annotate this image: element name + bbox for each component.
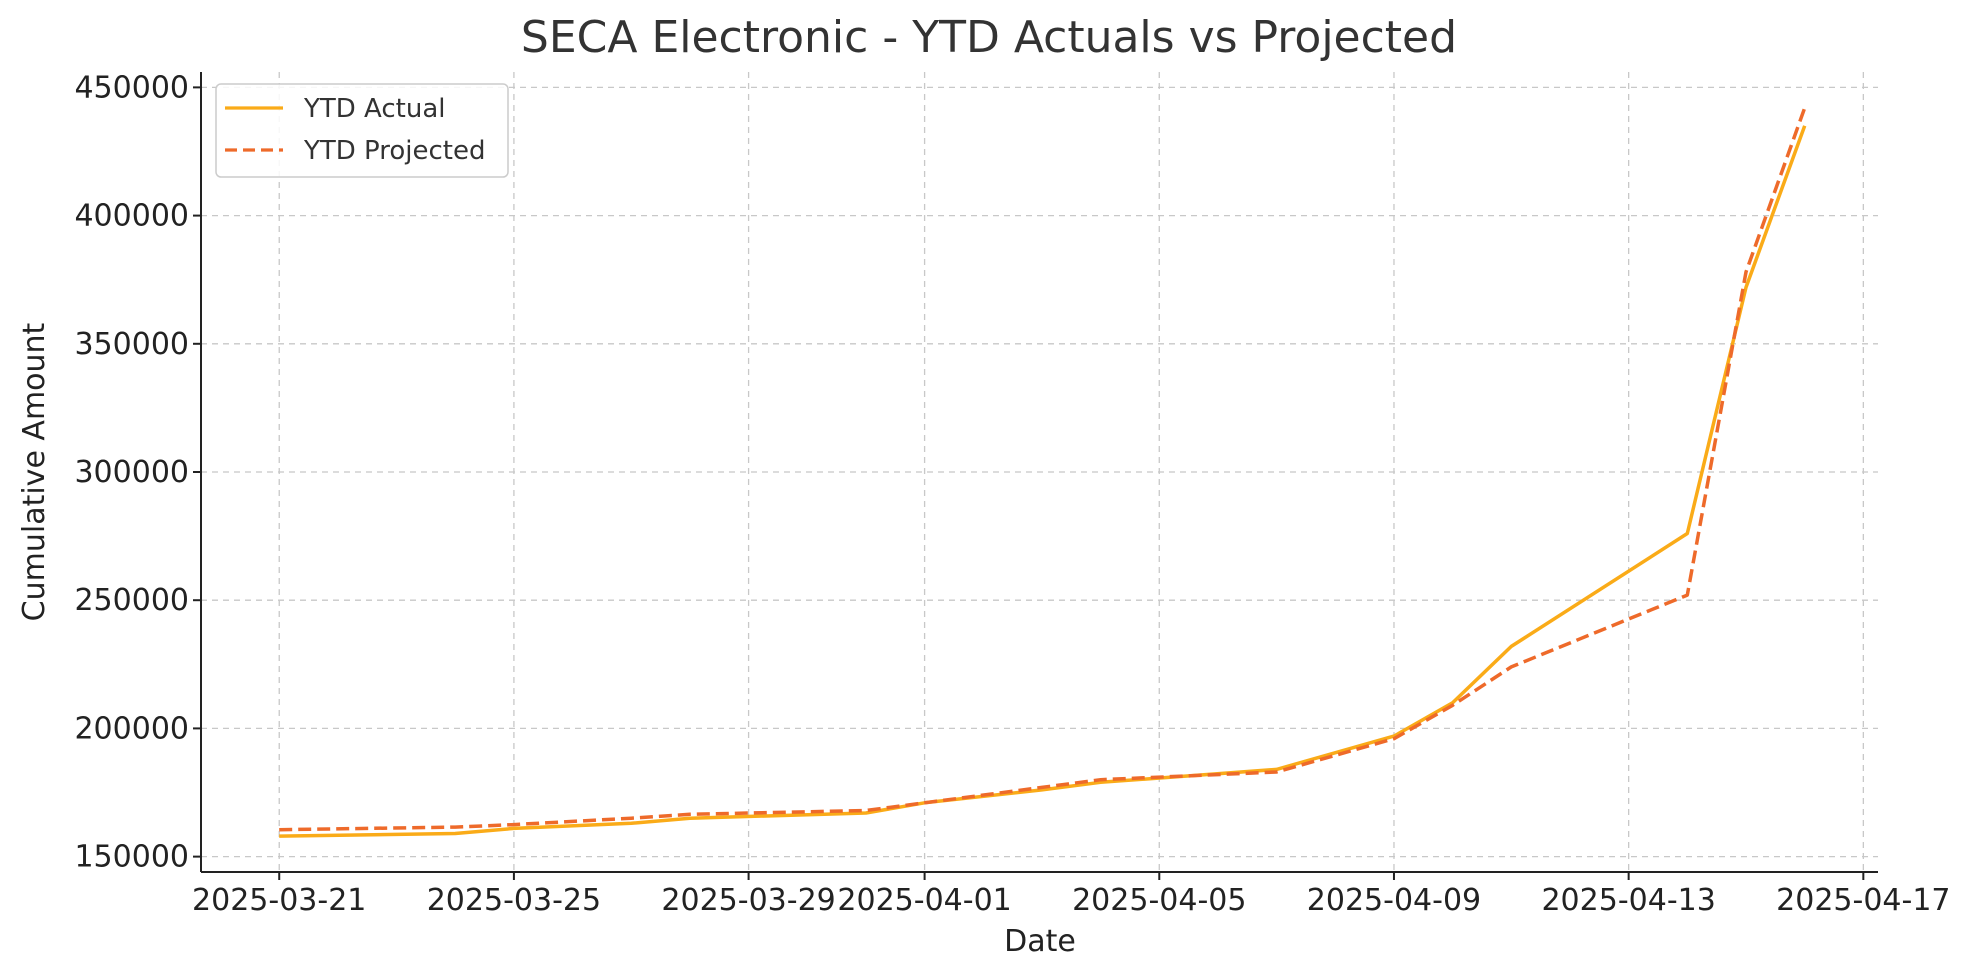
y-tick-label: 250000 [74, 583, 189, 618]
x-tick-label: 2025-03-25 [427, 883, 601, 918]
legend-label-ytd-projected: YTD Projected [303, 136, 486, 166]
y-tick-label: 200000 [74, 711, 189, 746]
legend-label-ytd-actual: YTD Actual [303, 94, 446, 124]
x-tick-label: 2025-04-17 [1776, 883, 1950, 918]
x-tick-label: 2025-04-05 [1072, 883, 1246, 918]
series-line-ytd-actual [279, 125, 1807, 838]
y-tick-label: 150000 [74, 840, 189, 875]
series-line-ytd-projected [279, 107, 1807, 832]
y-axis-label: Cumulative Amount [17, 322, 52, 621]
x-axis-label: Date [1004, 924, 1076, 959]
grid [201, 72, 1878, 872]
y-tick-label: 450000 [74, 70, 189, 105]
x-tick-label: 2025-04-09 [1307, 883, 1481, 918]
y-tick-label: 350000 [74, 327, 189, 362]
series-lines [279, 107, 1807, 838]
x-tick-label: 2025-03-21 [192, 883, 366, 918]
y-tick-label: 300000 [74, 455, 189, 490]
x-tick-label: 2025-04-01 [837, 883, 1011, 918]
axis-ticks: 150000 200000 250000 300000 350000 400000 4500… [74, 70, 1950, 918]
x-tick-label: 2025-03-29 [661, 883, 835, 918]
x-tick-label: 2025-04-13 [1541, 883, 1715, 918]
chart-title: SECA Electronic - YTD Actuals vs Project… [521, 12, 1457, 63]
y-tick-label: 400000 [74, 199, 189, 234]
legend-box [215, 83, 509, 178]
legend: YTD Actual YTD Projected [215, 83, 509, 178]
